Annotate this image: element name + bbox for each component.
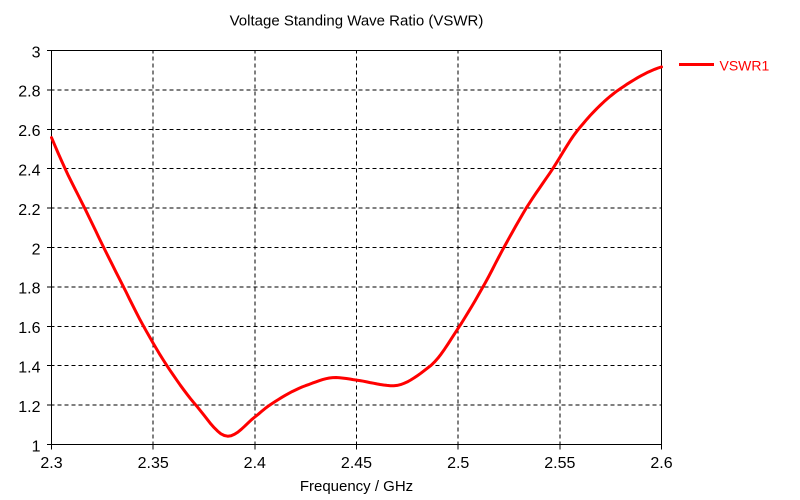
svg-text:2.6: 2.6 xyxy=(650,455,672,472)
svg-text:1.2: 1.2 xyxy=(18,399,40,416)
svg-text:1: 1 xyxy=(32,438,41,455)
svg-text:3: 3 xyxy=(32,44,41,61)
svg-text:2.4: 2.4 xyxy=(18,163,40,180)
svg-text:2.35: 2.35 xyxy=(138,455,169,472)
svg-text:2.8: 2.8 xyxy=(18,84,40,101)
svg-text:2: 2 xyxy=(32,241,41,258)
svg-text:2.2: 2.2 xyxy=(18,202,40,219)
svg-text:2.6: 2.6 xyxy=(18,123,40,140)
svg-text:2.3: 2.3 xyxy=(40,455,62,472)
svg-text:VSWR1: VSWR1 xyxy=(720,58,770,74)
svg-text:Voltage Standing Wave Ratio (V: Voltage Standing Wave Ratio (VSWR) xyxy=(230,13,484,30)
svg-text:2.5: 2.5 xyxy=(447,455,469,472)
svg-text:1.6: 1.6 xyxy=(18,320,40,337)
svg-text:2.45: 2.45 xyxy=(341,455,372,472)
svg-text:1.8: 1.8 xyxy=(18,281,40,298)
svg-text:2.55: 2.55 xyxy=(544,455,575,472)
svg-text:Frequency / GHz: Frequency / GHz xyxy=(300,478,413,495)
svg-text:2.4: 2.4 xyxy=(244,455,266,472)
svg-text:1.4: 1.4 xyxy=(18,360,40,377)
